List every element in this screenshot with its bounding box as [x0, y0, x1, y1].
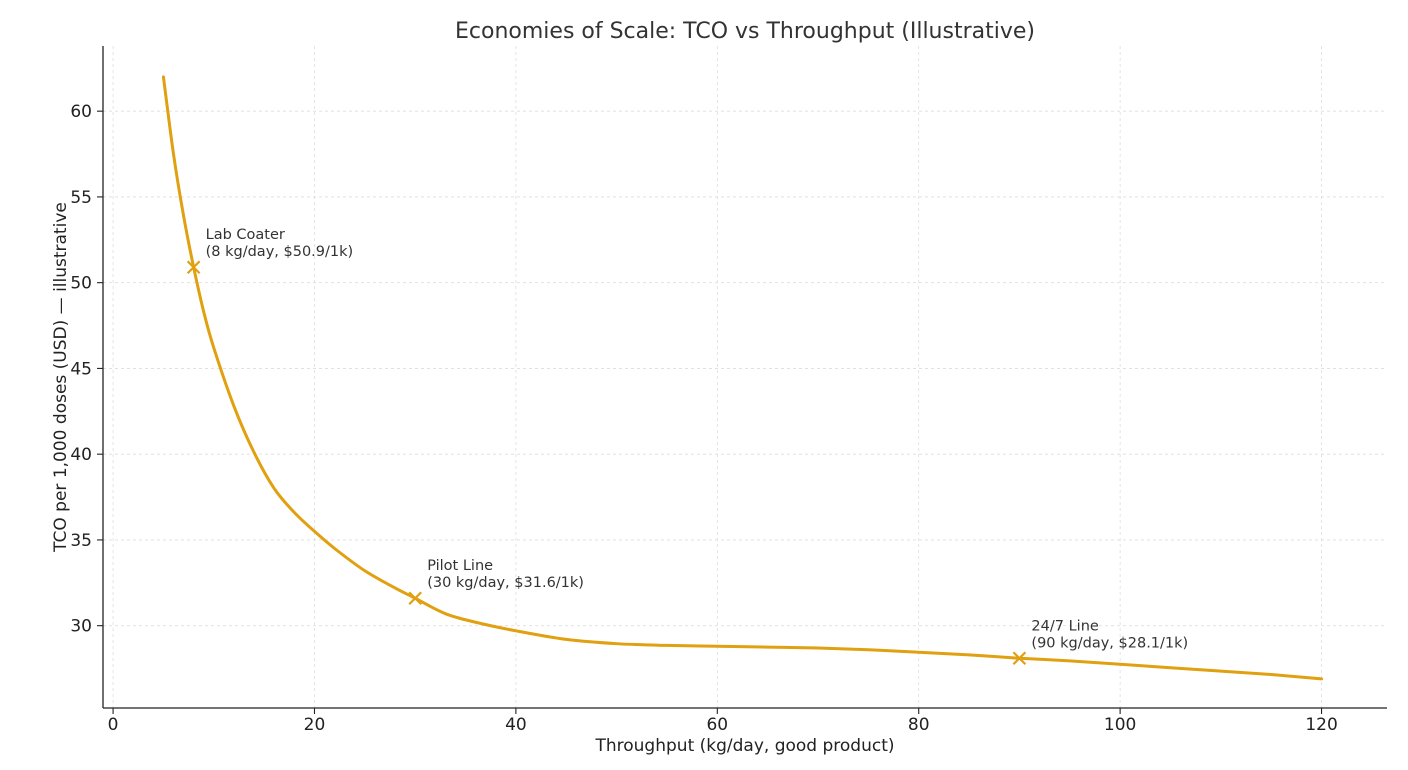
marker-x-stroke [408, 591, 422, 606]
marker-0: Lab Coater(8 kg/day, $50.9/1k) [186, 227, 354, 275]
marker-x-stroke [1012, 651, 1027, 666]
x-tick-label: 80 [908, 715, 930, 735]
y-tick-label: 35 [70, 531, 92, 551]
y-tick-label: 60 [70, 102, 92, 122]
marker-label-name: Lab Coater [206, 227, 285, 243]
x-tick-label: 120 [1305, 715, 1337, 735]
axis-ticks: 0 20 40 60 80 100 120 30 35 40 45 50 55 60 [70, 102, 1337, 735]
x-tick-label: 100 [1104, 715, 1136, 735]
y-tick-label: 55 [70, 188, 92, 208]
y-axis-label: TCO per 1,000 doses (USD) — illustrative [51, 202, 71, 553]
markers: Lab Coater(8 kg/day, $50.9/1k) Pilot Line… [186, 227, 1188, 666]
marker-label-name: Pilot Line [427, 558, 493, 574]
marker-label-detail: (8 kg/day, $50.9/1k) [206, 244, 354, 260]
y-tick-label: 50 [70, 274, 92, 294]
chart-title: Economies of Scale: TCO vs Throughput (I… [455, 19, 1035, 44]
marker-label-detail: (30 kg/day, $31.6/1k) [427, 575, 584, 591]
marker-x-stroke [186, 260, 201, 275]
tco-curve [161, 75, 1324, 681]
x-tick-label: 40 [505, 715, 527, 735]
marker-label-detail: (90 kg/day, $28.1/1k) [1031, 635, 1188, 651]
x-tick-label: 0 [108, 715, 119, 735]
marker-label-name: 24/7 Line [1031, 618, 1098, 634]
y-tick-label: 40 [70, 445, 92, 465]
marker-1: Pilot Line(30 kg/day, $31.6/1k) [408, 558, 584, 606]
x-tick-label: 20 [304, 715, 326, 735]
marker-2: 24/7 Line(90 kg/day, $28.1/1k) [1012, 618, 1188, 666]
grid [103, 46, 1387, 708]
x-axis-label: Throughput (kg/day, good product) [594, 736, 894, 756]
y-tick-label: 45 [70, 359, 92, 379]
y-tick-label: 30 [70, 617, 92, 637]
x-tick-label: 60 [706, 715, 728, 735]
